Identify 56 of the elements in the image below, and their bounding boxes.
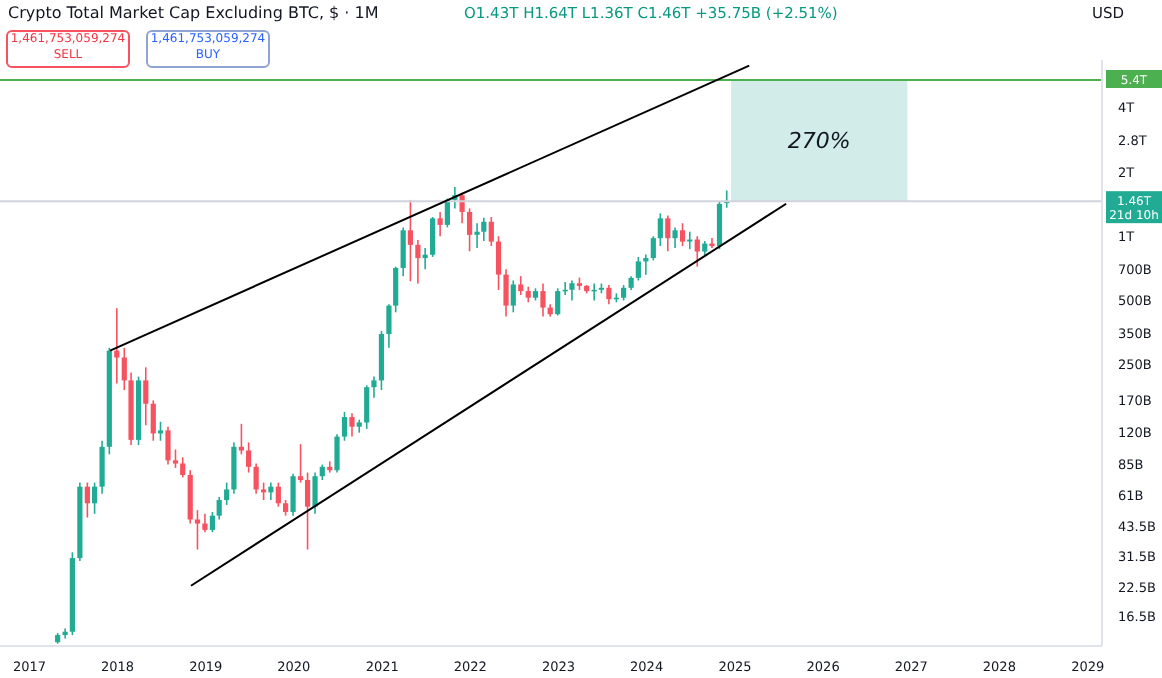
candlestick	[606, 284, 612, 306]
candlestick	[312, 471, 318, 515]
candlestick	[180, 456, 186, 479]
candlestick	[569, 279, 575, 302]
candlestick	[488, 216, 494, 247]
candlestick	[304, 471, 311, 551]
candlestick	[635, 256, 641, 282]
candlestick	[709, 237, 715, 249]
candlestick	[555, 287, 561, 317]
candlestick	[503, 268, 509, 318]
candlestick	[246, 441, 252, 474]
candlestick	[143, 366, 149, 427]
candlestick	[99, 439, 105, 495]
candlestick	[687, 230, 693, 250]
candlestick	[114, 307, 120, 385]
candlestick	[694, 235, 700, 268]
candlestick	[481, 217, 487, 242]
candlestick	[400, 226, 406, 277]
candlestick	[341, 411, 348, 442]
candlestick	[430, 216, 436, 258]
candlestick	[194, 509, 201, 551]
candlestick	[657, 212, 663, 247]
candlestick	[518, 275, 524, 296]
candlestick	[364, 384, 370, 430]
candlestick	[650, 235, 656, 262]
candlestick	[165, 425, 171, 466]
candlestick	[231, 441, 237, 495]
candlestick	[224, 481, 230, 506]
candlestick	[91, 481, 98, 515]
candlestick	[378, 330, 385, 391]
candlestick	[665, 214, 671, 253]
candlestick	[437, 211, 443, 238]
candlestick	[297, 443, 304, 484]
candlestick	[474, 222, 480, 249]
candlestick	[275, 481, 281, 508]
candlestick	[679, 222, 686, 247]
candlestick	[84, 481, 90, 519]
candlestick	[290, 472, 296, 517]
candlestick	[202, 512, 208, 533]
candlestick	[172, 448, 179, 469]
candlestick	[150, 399, 156, 442]
candlestick	[334, 433, 340, 474]
candlestick	[407, 199, 414, 283]
candlestick	[672, 226, 678, 249]
candlestick	[157, 420, 164, 442]
candlestick	[349, 412, 355, 438]
band-label: 270%	[787, 128, 851, 155]
candlestick	[415, 239, 421, 285]
candlestick	[495, 235, 502, 291]
candlestick	[510, 279, 516, 314]
candlestick	[716, 201, 723, 250]
candlestick	[466, 207, 473, 253]
chart-title: Crypto Total Market Cap Excluding BTC, $ · 1M	[8, 4, 379, 22]
candlestick	[253, 462, 259, 495]
candlestick	[540, 282, 546, 318]
candlestick	[187, 469, 193, 525]
